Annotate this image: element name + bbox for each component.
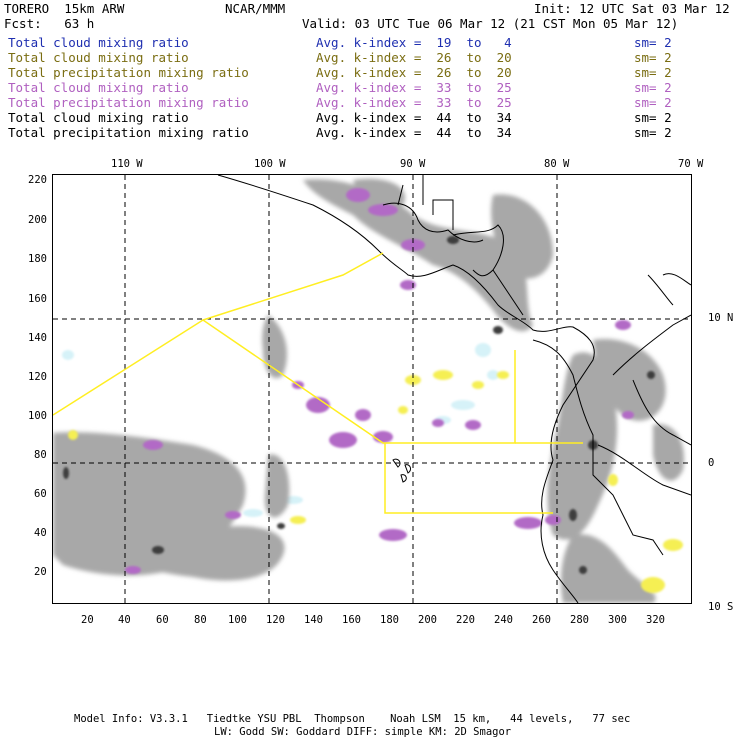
- legend-row-2-kindex: Avg. k-index = 26 to 20: [316, 50, 512, 65]
- legend-row-3-kindex: Avg. k-index = 26 to 20: [316, 65, 512, 80]
- longitude-label-80w: 80 W: [544, 158, 570, 170]
- x-tick-120: 120: [266, 614, 285, 626]
- header-init-time: Init: 12 UTC Sat 03 Mar 12: [534, 1, 730, 16]
- yellow-precip-layer: [68, 370, 683, 593]
- footer-model-info: Model Info: V3.3.1 Tiedtke YSU PBL Thomp…: [74, 713, 631, 725]
- purple-precip-layer: [125, 188, 634, 574]
- forecast-map-panel: [52, 174, 692, 604]
- gray-cloud-layer: [53, 178, 684, 603]
- latitude-label-equator: 0: [708, 457, 715, 469]
- dark-cloud-cores: [63, 236, 655, 574]
- latitude-label-10s: 10 S: [708, 601, 734, 613]
- graticule: [53, 175, 691, 603]
- y-tick-200: 200: [28, 214, 47, 226]
- coastlines: [217, 175, 691, 603]
- y-tick-120: 120: [28, 371, 47, 383]
- header-forecast-hour: Fcst: 63 h: [4, 16, 95, 31]
- x-tick-140: 140: [304, 614, 323, 626]
- legend-row-7-kindex: Avg. k-index = 44 to 34: [316, 125, 512, 140]
- header-valid-time: Valid: 03 UTC Tue 06 Mar 12 (21 CST Mon …: [302, 16, 679, 31]
- legend-row-1-kindex: Avg. k-index = 19 to 4: [316, 35, 512, 50]
- legend-row-7-field: Total precipitation mixing ratio: [8, 125, 249, 140]
- legend-row-4-sm: sm= 2: [634, 80, 672, 95]
- legend-row-4-kindex: Avg. k-index = 33 to 25: [316, 80, 512, 95]
- x-tick-260: 260: [532, 614, 551, 626]
- legend-row-4-field: Total cloud mixing ratio: [8, 80, 189, 95]
- legend-row-5-sm: sm= 2: [634, 95, 672, 110]
- legend-row-3-sm: sm= 2: [634, 65, 672, 80]
- x-tick-100: 100: [228, 614, 247, 626]
- y-tick-140: 140: [28, 332, 47, 344]
- legend-row-2-sm: sm= 2: [634, 50, 672, 65]
- y-tick-160: 160: [28, 293, 47, 305]
- y-tick-220: 220: [28, 174, 47, 186]
- longitude-label-70w: 70 W: [678, 158, 704, 170]
- legend-row-6-field: Total cloud mixing ratio: [8, 110, 189, 125]
- x-tick-320: 320: [646, 614, 665, 626]
- footer-physics-info: LW: Godd SW: Goddard DIFF: simple KM: 2D…: [214, 726, 512, 738]
- legend-row-1-sm: sm= 2: [634, 35, 672, 50]
- legend-row-5-field: Total precipitation mixing ratio: [8, 95, 249, 110]
- x-tick-60: 60: [156, 614, 169, 626]
- legend-row-3-field: Total precipitation mixing ratio: [8, 65, 249, 80]
- header-model-title: TORERO 15km ARW: [4, 1, 125, 16]
- x-tick-160: 160: [342, 614, 361, 626]
- x-tick-300: 300: [608, 614, 627, 626]
- header-organization: NCAR/MMM: [225, 1, 286, 16]
- x-tick-220: 220: [456, 614, 475, 626]
- y-tick-100: 100: [28, 410, 47, 422]
- x-tick-240: 240: [494, 614, 513, 626]
- y-tick-180: 180: [28, 253, 47, 265]
- x-tick-40: 40: [118, 614, 131, 626]
- y-tick-80: 80: [34, 449, 47, 461]
- y-tick-20: 20: [34, 566, 47, 578]
- latitude-label-10n: 10 N: [708, 312, 734, 324]
- legend-row-7-sm: sm= 2: [634, 125, 672, 140]
- x-tick-20: 20: [81, 614, 94, 626]
- forecast-map: [53, 175, 691, 603]
- y-tick-40: 40: [34, 527, 47, 539]
- x-tick-200: 200: [418, 614, 437, 626]
- legend-row-1-field: Total cloud mixing ratio: [8, 35, 189, 50]
- legend-row-6-sm: sm= 2: [634, 110, 672, 125]
- x-tick-180: 180: [380, 614, 399, 626]
- longitude-label-110w: 110 W: [111, 158, 143, 170]
- x-tick-80: 80: [194, 614, 207, 626]
- legend-row-2-field: Total cloud mixing ratio: [8, 50, 189, 65]
- longitude-label-100w: 100 W: [254, 158, 286, 170]
- legend-row-5-kindex: Avg. k-index = 33 to 25: [316, 95, 512, 110]
- legend-row-6-kindex: Avg. k-index = 44 to 34: [316, 110, 512, 125]
- y-tick-60: 60: [34, 488, 47, 500]
- longitude-label-90w: 90 W: [400, 158, 426, 170]
- x-tick-280: 280: [570, 614, 589, 626]
- boundary-lines: [53, 252, 583, 514]
